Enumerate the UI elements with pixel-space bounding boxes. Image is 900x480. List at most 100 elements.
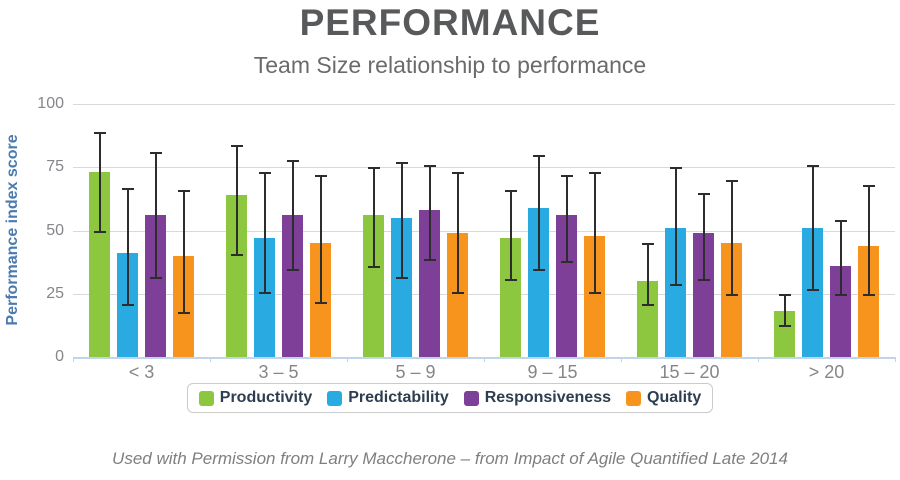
- y-tick-label: 100: [37, 95, 64, 112]
- error-bar-line: [428, 166, 431, 259]
- error-bar: [177, 190, 190, 314]
- error-bar-line: [537, 156, 540, 269]
- bar-cell: [830, 104, 851, 357]
- legend-item-productivity[interactable]: Productivity: [198, 389, 313, 407]
- bar-cell: [117, 104, 138, 357]
- error-bar: [778, 293, 791, 327]
- legend-swatch: [198, 390, 214, 406]
- error-bar-line: [565, 176, 568, 262]
- bar-predictability: [665, 227, 686, 357]
- bar-group: [347, 104, 484, 357]
- error-bar-line: [509, 192, 512, 280]
- error-bar: [395, 162, 408, 279]
- bar-cell: [173, 104, 194, 357]
- plot-area: 0 25 50 75 100 < 3 3 – 5 5 – 9 9 – 15 15 – 20 > 20: [0, 78, 900, 383]
- error-bar: [367, 167, 380, 269]
- legend: Productivity Predictability Responsiveness…: [186, 383, 714, 413]
- bar-predictability: [391, 217, 412, 357]
- bar-productivity: [89, 172, 110, 357]
- error-bar: [93, 131, 106, 234]
- x-axis-label: > 20: [808, 362, 845, 382]
- error-bar: [641, 243, 654, 307]
- x-tick-mark: [210, 357, 211, 362]
- credit-line: Used with Permission from Larry Macchero…: [112, 449, 788, 468]
- error-bar-line: [674, 169, 677, 285]
- legend-item-quality[interactable]: Quality: [626, 389, 701, 407]
- x-axis-label: 5 – 9: [395, 362, 436, 382]
- gridline: [73, 104, 895, 105]
- x-tick-mark: [621, 357, 622, 362]
- error-bar: [258, 172, 271, 294]
- error-bar-line: [702, 194, 705, 280]
- bar-group: [758, 104, 895, 357]
- error-bar-line: [730, 181, 733, 295]
- error-bar: [560, 174, 573, 264]
- bar-responsiveness: [556, 215, 577, 357]
- error-bar: [451, 172, 464, 294]
- error-bar: [149, 152, 162, 279]
- bar-group: [73, 104, 210, 357]
- error-bar: [806, 164, 819, 292]
- bar-cell: [282, 104, 303, 357]
- x-tick-mark: [347, 357, 348, 362]
- gridline: [73, 167, 895, 169]
- bar-productivity: [500, 238, 521, 357]
- legend-swatch: [327, 390, 343, 406]
- gridline: [73, 293, 895, 295]
- bar-predictability: [254, 238, 275, 357]
- error-bar-line: [811, 166, 814, 290]
- error-bar-line: [182, 192, 185, 312]
- legend-item-responsiveness[interactable]: Responsiveness: [463, 389, 611, 407]
- bar-cell: [528, 104, 549, 357]
- bar-cell: [419, 104, 440, 357]
- legend-swatch: [626, 390, 641, 406]
- error-bar-line: [98, 133, 101, 232]
- error-bar: [314, 174, 327, 304]
- error-bar: [121, 187, 134, 307]
- bar-quality: [858, 245, 879, 357]
- y-tick-label: 50: [46, 221, 64, 239]
- error-bar-line: [646, 245, 649, 305]
- bar-quality: [721, 243, 742, 357]
- legend-label: Productivity: [219, 389, 313, 406]
- error-bar-line: [783, 295, 786, 325]
- legend-label: Quality: [647, 389, 702, 406]
- error-bar: [834, 220, 847, 297]
- bar-group: [484, 104, 621, 357]
- bar-group: [210, 104, 347, 357]
- bar-cell: [447, 104, 468, 357]
- error-bar: [504, 190, 517, 282]
- legend-swatch: [463, 390, 479, 406]
- error-bar-line: [235, 146, 238, 254]
- x-axis-label: < 3: [128, 362, 155, 382]
- error-bar-line: [593, 174, 596, 292]
- error-bar-line: [867, 186, 870, 295]
- error-bar: [725, 179, 738, 297]
- bar-cell: [665, 104, 686, 357]
- bar-productivity: [774, 311, 795, 357]
- x-tick-mark: [484, 357, 485, 362]
- bar-cell: [254, 104, 275, 357]
- error-bar: [423, 164, 436, 261]
- bar-cell: [693, 104, 714, 357]
- error-bar-line: [154, 154, 157, 277]
- error-bar-line: [839, 222, 842, 295]
- x-tick-mark: [895, 357, 896, 362]
- bar-responsiveness: [419, 210, 440, 357]
- legend-label: Predictability: [348, 389, 449, 406]
- legend-item-predictability[interactable]: Predictability: [327, 389, 449, 407]
- x-tick-mark: [73, 357, 74, 362]
- bar-cell: [721, 104, 742, 357]
- chart-subtitle: Team Size relationship to performance: [253, 52, 647, 78]
- bar-cell: [363, 104, 384, 357]
- error-bar-line: [319, 176, 322, 302]
- error-bar: [697, 192, 710, 282]
- bar-predictability: [528, 207, 549, 357]
- x-tick-mark: [758, 357, 759, 362]
- bar-cell: [637, 104, 658, 357]
- x-axis-label: 15 – 20: [659, 362, 720, 382]
- bar-cell: [145, 104, 166, 357]
- bar-productivity: [637, 281, 658, 357]
- error-bar-line: [372, 169, 375, 267]
- bar-cell: [774, 104, 795, 357]
